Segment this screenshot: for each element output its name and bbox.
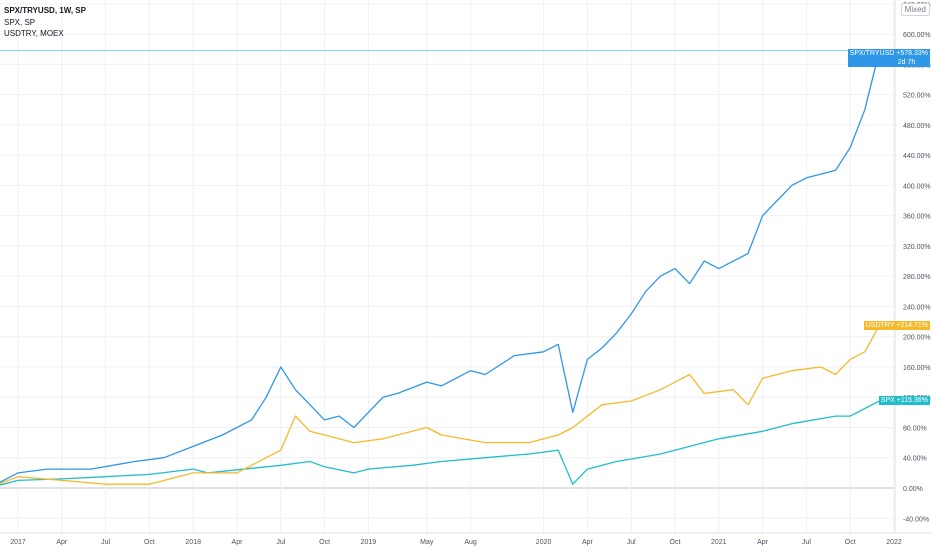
- x-tick-label: Jul: [627, 539, 636, 546]
- y-tick-label: 280.00%: [903, 274, 931, 281]
- x-tick-label: 2021: [711, 539, 727, 546]
- series-line-usdtry[interactable]: [0, 325, 880, 488]
- badge-spx-tryusd-value: +578.33%: [896, 50, 928, 58]
- y-tick-label: 480.00%: [903, 123, 931, 130]
- y-tick-label: 360.00%: [903, 214, 931, 221]
- price-axis: -40.00%0.00%40.00%80.00%120.00%160.00%20…: [903, 2, 931, 523]
- y-tick-label: 160.00%: [903, 365, 931, 372]
- y-tick-label: 200.00%: [903, 335, 931, 342]
- badge-spx-name: SPX: [880, 396, 895, 404]
- legend-compare-spx[interactable]: SPX, SP: [4, 18, 36, 27]
- x-tick-label: 2017: [10, 539, 26, 546]
- x-tick-label: 2020: [536, 539, 552, 546]
- x-tick-label: Oct: [845, 539, 856, 546]
- badge-spx: SPX +115.36%: [878, 395, 930, 405]
- y-tick-label: 80.00%: [903, 425, 927, 432]
- badge-spx-tryusd-name: SPX/TRYUSD: [849, 50, 895, 58]
- x-tick-label: Oct: [144, 539, 155, 546]
- y-tick-label: 520.00%: [903, 93, 931, 100]
- badge-usdtry-value: +214.71%: [896, 321, 928, 329]
- series-line-spx_tryusd[interactable]: [0, 50, 881, 488]
- y-tick-label: 320.00%: [903, 244, 931, 251]
- y-tick-label: 440.00%: [903, 153, 931, 160]
- badge-usdtry-name: USDTRY: [865, 321, 895, 329]
- x-tick-label: Oct: [670, 539, 681, 546]
- y-tick-label: 600.00%: [903, 32, 931, 39]
- scale-mode-button[interactable]: Mixed: [900, 3, 930, 16]
- y-tick-label: 40.00%: [903, 456, 927, 463]
- y-tick-label: -40.00%: [903, 516, 929, 523]
- x-tick-label: Apr: [56, 539, 68, 546]
- x-tick-label: Apr: [757, 539, 769, 546]
- x-tick-label: Apr: [582, 539, 594, 546]
- x-tick-label: Aug: [464, 539, 477, 546]
- x-tick-label: 2022: [886, 539, 902, 546]
- x-tick-label: 2019: [361, 539, 377, 546]
- legend-main-symbol[interactable]: SPX/TRYUSD, 1W, SP: [4, 6, 86, 15]
- series-layer: [0, 50, 881, 488]
- series-line-spx[interactable]: [0, 400, 880, 488]
- badge-usdtry: USDTRY +214.71%: [863, 320, 930, 330]
- grid-lines: [0, 0, 895, 533]
- x-tick-label: Oct: [319, 539, 330, 546]
- x-tick-label: Jul: [276, 539, 285, 546]
- x-tick-label: Jul: [802, 539, 811, 546]
- badge-spx-tryusd: SPX/TRYUSD +578.33% 2d 7h: [847, 49, 930, 68]
- legend-compare-usdtry[interactable]: USDTRY, MOEX: [4, 29, 64, 38]
- x-tick-label: Apr: [232, 539, 244, 546]
- time-axis: 2017 Apr Jul Oct 2018 Apr Jul Oct 2019 May Aug 2020…: [10, 539, 902, 546]
- y-tick-label: 240.00%: [903, 304, 931, 311]
- x-tick-label: May: [420, 539, 434, 546]
- x-tick-label: Jul: [101, 539, 110, 546]
- y-tick-label: 0.00%: [903, 486, 923, 493]
- badge-spx-value: +115.36%: [896, 396, 928, 404]
- badge-spx-tryusd-countdown: 2d 7h: [897, 59, 916, 67]
- y-tick-label: 400.00%: [903, 183, 931, 190]
- x-tick-label: 2018: [185, 539, 201, 546]
